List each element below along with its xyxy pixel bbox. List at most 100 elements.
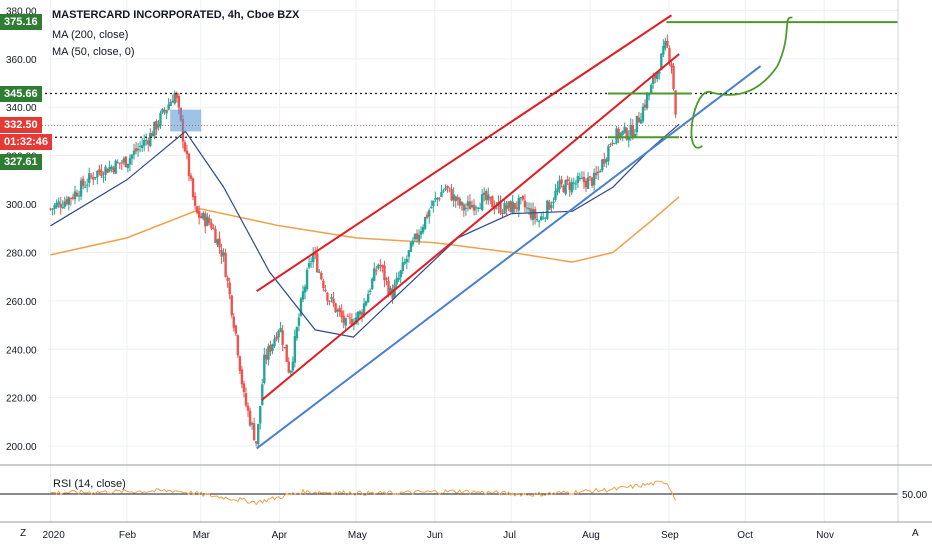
candle-body-87: [226, 277, 229, 281]
candle-body-118: [289, 370, 292, 373]
candle-body-154: [362, 303, 366, 316]
candle-body-267: [592, 172, 596, 186]
candle-body-225: [507, 201, 510, 208]
candle-body-244: [546, 200, 549, 219]
candle-body-70: [191, 178, 195, 198]
candle-body-138: [330, 296, 333, 299]
candle-body-173: [401, 262, 404, 272]
candle-body-148: [350, 319, 354, 327]
candle-body-77: [206, 216, 209, 226]
y-tick-label-2: 240.00: [6, 345, 37, 356]
candle-body-104: [261, 384, 264, 406]
candle-body-101: [254, 441, 258, 444]
candle-body-201: [458, 198, 461, 206]
candle-body-27: [104, 166, 107, 175]
candle-body-295: [649, 84, 653, 94]
candle-body-20: [90, 175, 93, 177]
candle-body-275: [609, 144, 612, 146]
rsi-legend-label[interactable]: RSI (14, close): [53, 478, 126, 490]
candle-body-137: [328, 300, 331, 302]
candle-body-91: [234, 325, 238, 334]
candle-body-106: [265, 355, 268, 360]
candle-body-6: [61, 207, 64, 209]
candle-body-108: [269, 344, 272, 352]
candle-body-163: [381, 265, 384, 268]
candle-body-172: [399, 270, 402, 278]
highlight-box: [170, 109, 202, 132]
candle-body-199: [454, 196, 457, 202]
candle-body-297: [654, 74, 657, 79]
candle-body-84: [220, 249, 223, 257]
candle-body-164: [383, 265, 386, 281]
candle-body-291: [641, 106, 645, 122]
candle-body-280: [619, 132, 622, 138]
candle-body-44: [138, 145, 142, 147]
candle-body-97: [246, 405, 250, 411]
candle-body-298: [656, 71, 659, 80]
candle-body-161: [377, 264, 380, 269]
candle-body-74: [200, 215, 203, 218]
candle-body-274: [607, 146, 610, 162]
candle-body-21: [92, 177, 95, 180]
candle-body-109: [271, 344, 274, 351]
candle-body-156: [366, 294, 370, 303]
candle-body-175: [405, 258, 409, 263]
timezone-button[interactable]: Z: [20, 528, 27, 539]
candle-body-3: [55, 202, 58, 208]
candle-body-69: [189, 175, 193, 179]
candle-body-283: [625, 128, 628, 140]
candle-body-54: [159, 113, 162, 126]
ma50-legend-label[interactable]: MA (50, close, 0): [52, 46, 135, 58]
y-tick-label-4: 280.00: [6, 248, 37, 259]
candle-body-171: [397, 277, 400, 280]
y-tick-label-7: 340.00: [6, 103, 37, 114]
candle-body-129: [311, 253, 315, 263]
x-tick-label-1: Feb: [119, 530, 137, 541]
x-tick-label-3: Apr: [272, 530, 288, 541]
candle-body-243: [544, 217, 547, 219]
candle-body-37: [124, 156, 128, 168]
candle-body-181: [417, 234, 421, 242]
candle-body-250: [558, 180, 561, 190]
candle-body-258: [574, 183, 578, 185]
channel-lower-line: [261, 53, 680, 401]
candle-body-282: [623, 126, 626, 133]
candle-body-80: [212, 227, 215, 229]
y-tick-label-5: 300.00: [6, 200, 37, 211]
candle-body-24: [98, 169, 101, 172]
candle-body-183: [421, 226, 425, 233]
candle-body-217: [491, 196, 494, 208]
candle-body-62: [175, 93, 178, 99]
candle-body-179: [413, 233, 417, 240]
y-tick-label-9: 380.00: [6, 6, 37, 17]
candle-body-210: [476, 207, 480, 209]
candle-body-239: [535, 219, 539, 221]
candle-body-234: [525, 207, 529, 209]
candle-body-287: [633, 133, 637, 138]
rsi-panel: 50.00: [0, 480, 927, 506]
candle-body-279: [617, 128, 620, 139]
x-tick-label-5: Jun: [427, 530, 443, 541]
candle-body-147: [348, 317, 352, 319]
candle-body-128: [309, 261, 313, 263]
ma200-legend-label[interactable]: MA (200, close): [52, 29, 129, 41]
candle-body-117: [287, 361, 290, 373]
auto-scale-button[interactable]: A: [912, 528, 919, 539]
candle-body-249: [556, 188, 559, 193]
candle-body-251: [560, 179, 563, 184]
candle-body-114: [281, 330, 284, 345]
candle-body-208: [472, 204, 476, 211]
candle-body-306: [672, 66, 675, 90]
candle-body-184: [423, 216, 427, 229]
candle-body-246: [550, 205, 553, 208]
candle-body-61: [173, 93, 176, 104]
candle-body-233: [523, 200, 527, 208]
candle-body-18: [85, 184, 89, 186]
candle-body-120: [293, 335, 297, 363]
level-badge-support-lower: 327.61: [0, 154, 42, 171]
candle-body-257: [572, 182, 575, 184]
candle-body-8: [65, 199, 69, 204]
candle-body-131: [316, 253, 319, 273]
